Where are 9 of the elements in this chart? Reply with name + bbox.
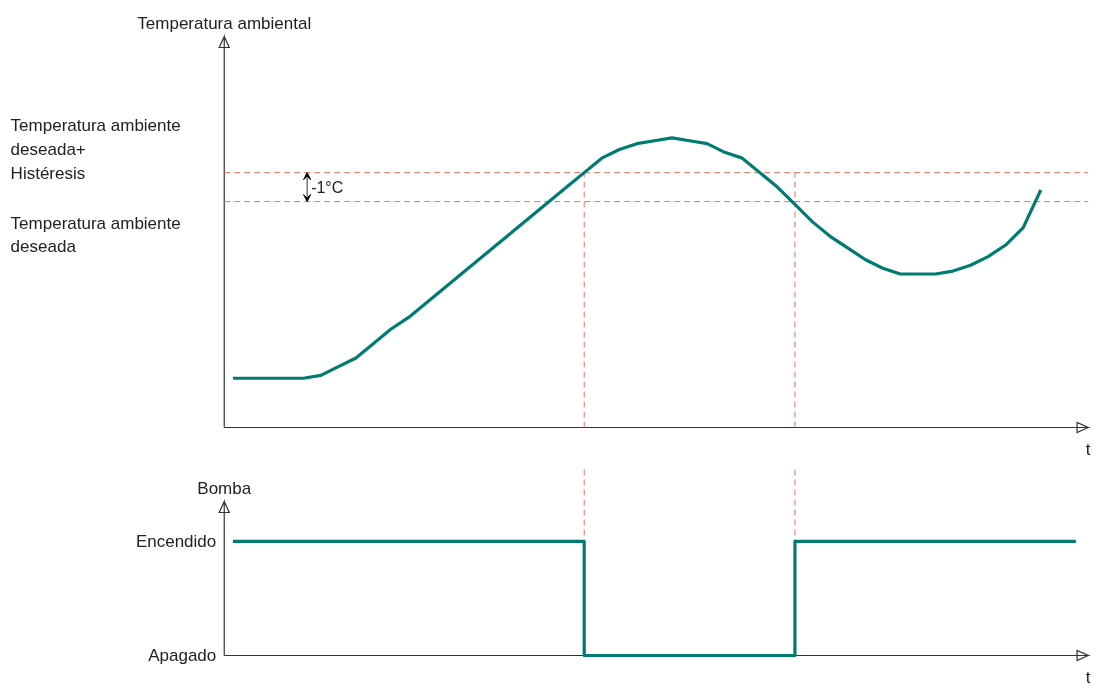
x-axis-title: t: [1085, 439, 1091, 459]
y-axis-title: Temperatura ambiental: [137, 13, 312, 33]
annotation: -1°C: [311, 178, 344, 196]
ref-line-label: Temperatura ambiente deseada+ Histéresis: [10, 116, 181, 183]
x-axis-title: t: [1085, 667, 1091, 687]
text: Apagado: [148, 646, 217, 665]
y-axis-title: Bomba: [197, 478, 252, 498]
ref-line-label: Temperatura ambiente deseada: [10, 213, 181, 257]
text: Encendido: [135, 531, 217, 551]
